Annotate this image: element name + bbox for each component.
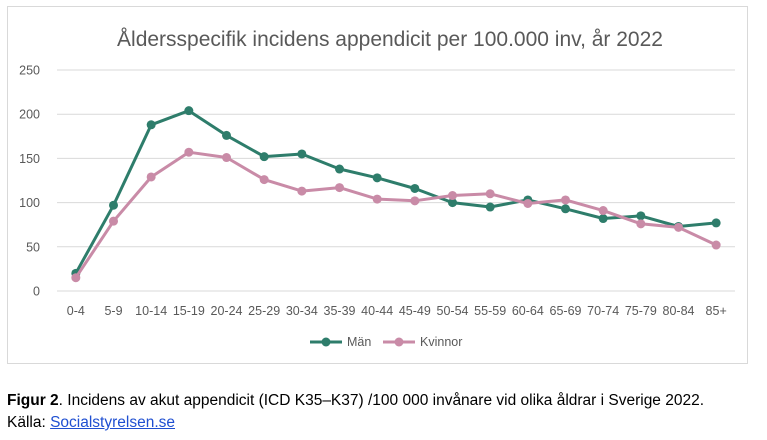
series-0-point	[636, 211, 646, 221]
x-tick-label: 50-54	[437, 304, 469, 318]
x-tick-label: 20-24	[211, 304, 243, 318]
series-1-point	[146, 172, 156, 182]
series-1-point	[448, 191, 457, 201]
series-1-point	[372, 194, 382, 204]
y-tick-label: 50	[26, 240, 40, 254]
y-tick-label: 0	[33, 285, 40, 299]
x-tick-label: 75-79	[625, 304, 657, 318]
series-0-point	[222, 130, 231, 140]
series-0-point	[335, 164, 344, 174]
x-tick-label: 35-39	[324, 304, 356, 318]
x-tick-label: 85+	[706, 304, 727, 318]
series-0-point	[410, 183, 420, 193]
series-1-point	[71, 273, 81, 283]
series-0-point	[711, 218, 721, 228]
line-chart: Åldersspecifik incidens appendicit per 1…	[19, 28, 735, 349]
series-1-point	[674, 222, 683, 232]
series-1-point	[598, 206, 608, 216]
caption-text: . Incidens av akut appendicit (ICD K35–K…	[58, 392, 705, 409]
series-0-point	[372, 173, 382, 183]
series-1-point	[109, 216, 118, 226]
y-tick-label: 100	[19, 196, 40, 210]
y-tick-label: 150	[19, 152, 40, 166]
chart-frame: Åldersspecifik incidens appendicit per 1…	[7, 6, 748, 364]
x-tick-label: 45-49	[399, 304, 431, 318]
y-tick-label: 250	[19, 64, 40, 78]
series-0-point	[297, 149, 307, 159]
legend-marker-1	[394, 337, 404, 347]
series-0-point	[598, 214, 608, 224]
figure-caption: Figur 2. Incidens av akut appendicit (IC…	[7, 392, 704, 410]
legend-label-1: Kvinnor	[420, 335, 462, 349]
series-1-point	[259, 175, 269, 185]
x-tick-label: 55-59	[474, 304, 506, 318]
x-tick-label: 40-44	[361, 304, 393, 318]
x-tick-label: 15-19	[173, 304, 205, 318]
x-tick-label: 25-29	[248, 304, 280, 318]
x-tick-label: 60-64	[512, 304, 544, 318]
series-1-point	[222, 153, 231, 163]
series-1-point	[297, 186, 307, 196]
series-0-point	[448, 198, 457, 208]
series-1-point	[561, 195, 570, 205]
chart-title: Åldersspecifik incidens appendicit per 1…	[117, 28, 663, 51]
legend-marker-0	[321, 337, 331, 347]
x-tick-label: 5-9	[104, 304, 122, 318]
figure-label: Figur 2	[7, 392, 59, 409]
x-tick-label: 70-74	[587, 304, 619, 318]
series-1-point	[335, 183, 344, 193]
series-0-point	[561, 204, 570, 214]
x-tick-label: 80-84	[663, 304, 695, 318]
series-1-point	[485, 189, 495, 199]
series-0-point	[485, 202, 495, 212]
series-1-point	[636, 219, 646, 229]
y-tick-label: 200	[19, 108, 40, 122]
x-tick-label: 10-14	[135, 304, 167, 318]
source-line: Källa: Socialstyrelsen.se	[7, 414, 175, 432]
series-0-point	[146, 120, 156, 130]
x-tick-label: 0-4	[67, 304, 85, 318]
legend-label-0: Män	[347, 335, 371, 349]
series-1-point	[410, 196, 420, 206]
series-line-0	[74, 109, 718, 275]
series-0-point	[259, 152, 269, 162]
series-1-point	[523, 198, 533, 208]
series-1-point	[184, 147, 194, 157]
source-link[interactable]: Socialstyrelsen.se	[50, 414, 176, 431]
x-tick-label: 65-69	[550, 304, 582, 318]
series-0-point	[184, 106, 194, 116]
x-tick-label: 30-34	[286, 304, 318, 318]
series-line-1	[74, 150, 718, 280]
series-0-point	[109, 200, 118, 210]
source-prefix: Källa:	[7, 414, 51, 431]
series-1-point	[711, 240, 721, 250]
